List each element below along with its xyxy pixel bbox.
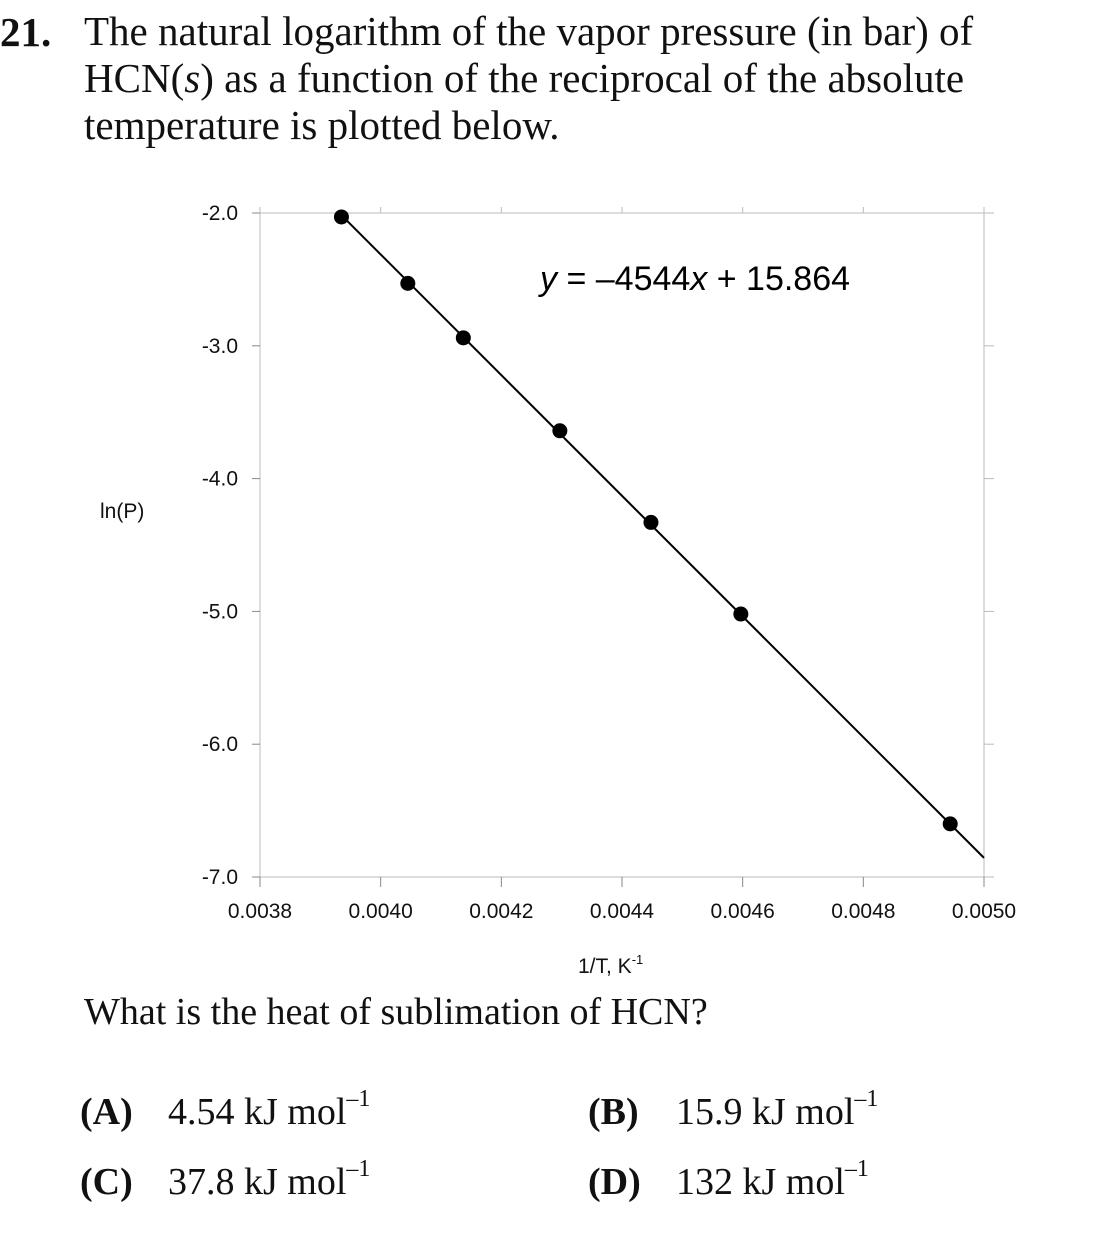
question-line-2: HCN(s) as a function of the reciprocal o…	[84, 55, 965, 101]
plot-frame	[259, 212, 985, 878]
x-tick-label: 0.0048	[831, 900, 895, 923]
x-tick-label: 0.0042	[469, 900, 533, 923]
question-number: 21.	[0, 9, 52, 55]
x-tick-label: 0.0038	[228, 900, 292, 923]
fit-equation: y = –4544x + 15.864	[538, 260, 850, 298]
x-tick-label: 0.0040	[349, 900, 413, 923]
choice-d[interactable]: (D) 132 kJ mol–1	[588, 1156, 869, 1203]
data-point	[400, 275, 416, 291]
data-point	[733, 606, 749, 622]
question-text: The natural logarithm of the vapor press…	[84, 8, 1084, 149]
choice-b[interactable]: (B) 15.9 kJ mol–1	[588, 1086, 879, 1133]
choice-a[interactable]: (A) 4.54 kJ mol–1	[80, 1086, 371, 1133]
fit-line	[340, 214, 985, 859]
y-tick-label: -2.0	[202, 202, 238, 225]
y-tick-label: -5.0	[202, 600, 238, 623]
choice-c[interactable]: (C) 37.8 kJ mol–1	[80, 1156, 371, 1203]
x-tick-label: 0.0044	[590, 900, 655, 923]
data-point	[552, 423, 568, 439]
data-point	[643, 514, 659, 530]
vapor-pressure-chart: -2.0 -3.0 -4.0 -5.0 -6.0 -7.0 0.0038 0.0040 0.0…	[100, 202, 1016, 978]
question-line-1: The natural logarithm of the vapor press…	[84, 8, 974, 54]
y-tick-label: -3.0	[202, 335, 238, 358]
y-tick-label: -7.0	[202, 866, 238, 889]
x-tick-label: 0.0050	[952, 900, 1016, 923]
y-axis-label: ln(P)	[100, 500, 144, 523]
data-point	[333, 209, 349, 225]
y-tick-label: -4.0	[202, 468, 238, 491]
data-point	[942, 816, 958, 832]
x-tick-label: 0.0046	[711, 900, 775, 923]
question-prompt: What is the heat of sublimation of HCN?	[84, 991, 708, 1033]
data-point	[455, 330, 471, 346]
question-line-3: temperature is plotted below.	[84, 102, 560, 148]
y-tick-label: -6.0	[202, 733, 238, 756]
x-axis-label: 1/T, K-1	[578, 952, 643, 978]
